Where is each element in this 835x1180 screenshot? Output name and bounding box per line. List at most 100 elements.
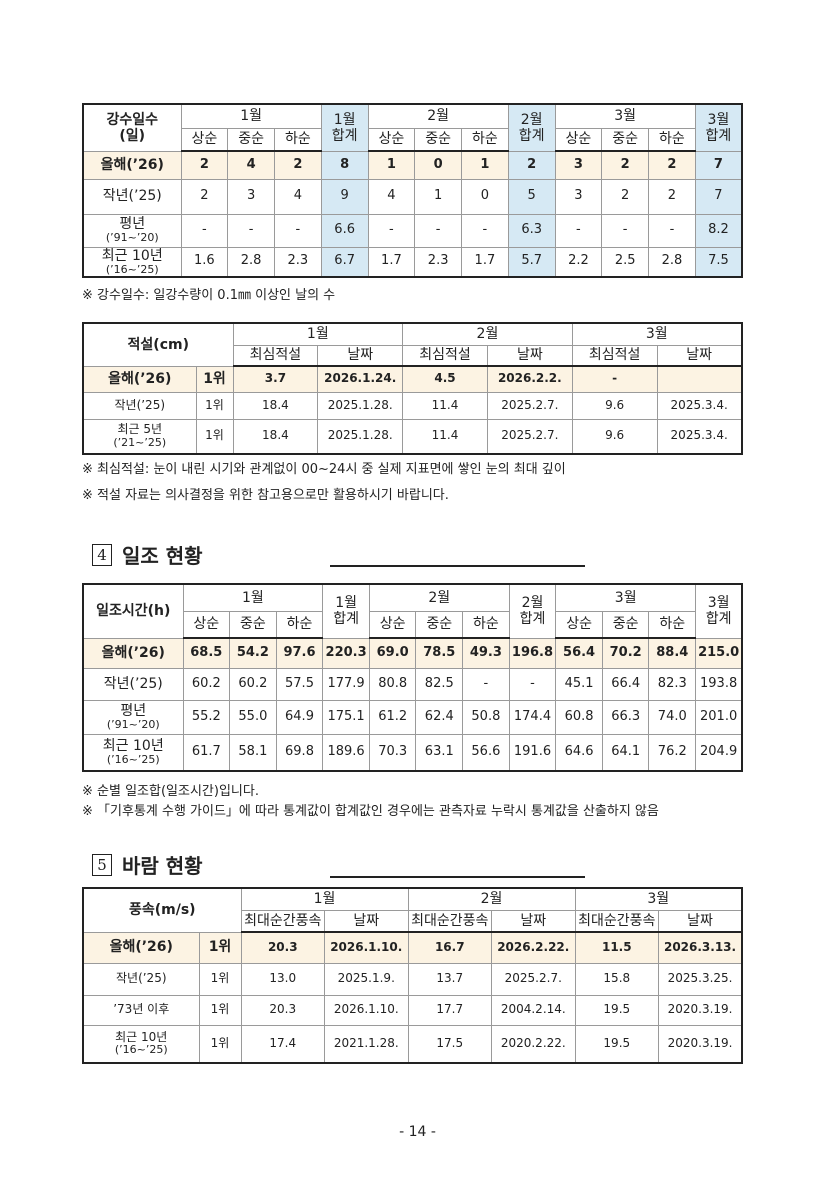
data-table: 강수일수 (일) 1월 1월 합계 2월 2월 합계 3월 3월 합계 상순 중순 하순 상순 중순 하… — [82, 103, 744, 279]
row-label-name: 평년 — [120, 702, 147, 719]
row-label: 작년(’25) — [82, 962, 200, 996]
value-cell: 3 — [554, 178, 603, 215]
data-row: 작년(’25) 1위 13.0 2025.1.9. 13.7 2025.2.7. 15.8 2… — [82, 962, 743, 996]
month-header: 3월 — [574, 887, 743, 911]
corner-header: 일조시간(h) — [82, 583, 184, 639]
value-cell: 3.7 — [232, 365, 319, 393]
period-header: 하순 — [648, 127, 696, 152]
row-label-name: 작년(’25) — [102, 188, 162, 205]
value-cell: 82.5 — [415, 667, 464, 701]
row-label-name: 작년(’25) — [115, 971, 167, 986]
section-title: 바람 현황 — [122, 854, 203, 878]
sub-header: 날짜 — [324, 909, 409, 933]
data-row: 최근 5년 (’21~’25) 1위 18.4 2025.1.28. 11.4 2025.2… — [82, 418, 743, 455]
value-cell: 2 — [601, 178, 650, 215]
period-header: 상순 — [180, 127, 229, 152]
value-cell: 68.5 — [182, 637, 231, 669]
total-cell: 215.0 — [695, 637, 743, 669]
period-header: 중순 — [415, 610, 464, 639]
value-cell: 2.3 — [414, 246, 463, 278]
value-cell: 2025.3.25. — [658, 962, 743, 996]
rank: 1위 — [195, 391, 234, 420]
row-label: 작년(’25) — [82, 391, 197, 420]
rank: 1위 — [195, 418, 234, 455]
value-cell: 55.2 — [182, 699, 231, 735]
empty-cell — [656, 365, 743, 393]
value-cell: 64.9 — [275, 699, 324, 735]
period-header: 상순 — [367, 127, 416, 152]
section-heading: 4 일조 현황 — [92, 540, 203, 569]
section-heading: 5 바람 현황 — [92, 850, 203, 879]
value-cell: 13.7 — [407, 962, 493, 996]
value-cell: 9.6 — [571, 418, 658, 455]
table-head: 풍속(m/s) 1월 2월 3월 최대순간풍속 날짜 최대순간풍속 날짜 최대순간풍속 날짜 — [82, 887, 743, 933]
month-header: 2월 — [407, 887, 576, 911]
value-cell: 2025.3.4. — [656, 391, 743, 420]
value-cell: 19.5 — [574, 994, 660, 1026]
table-head: 일조시간(h) 1월 1월 합계 2월 2월 합계 3월 3월 합계 상순 중순 하순 상순 중순 하순… — [82, 583, 743, 639]
value-cell: 1.6 — [180, 246, 229, 278]
period-header: 하순 — [461, 127, 509, 152]
value-cell: 3 — [554, 150, 603, 180]
sub-header: 최대순간풍속 — [407, 909, 493, 933]
month-header: 3월 — [555, 583, 697, 612]
period-header: 하순 — [648, 610, 697, 639]
row-label-name: 작년(’25) — [103, 675, 163, 692]
value-cell: - — [571, 365, 658, 393]
total-cell: 6.7 — [320, 246, 369, 278]
value-cell: 4 — [274, 178, 322, 215]
data-table: 일조시간(h) 1월 1월 합계 2월 2월 합계 3월 3월 합계 상순 중순 하순 상순 중순 하순… — [82, 583, 744, 772]
row-label-name: 올해(’26) — [109, 939, 173, 956]
value-cell: 62.4 — [415, 699, 464, 735]
period-header: 중순 — [227, 127, 275, 152]
value-cell: - — [601, 213, 650, 248]
rank: 1위 — [198, 1024, 242, 1064]
value-cell: 1.7 — [461, 246, 509, 278]
row-label: 작년(’25) — [82, 667, 184, 701]
value-cell: 70.3 — [368, 733, 417, 772]
total-cell: 175.1 — [322, 699, 370, 735]
header-row: 최대순간풍속 날짜 최대순간풍속 날짜 최대순간풍속 날짜 — [83, 909, 743, 933]
value-cell: 2.8 — [227, 246, 275, 278]
row-label-period: (’16~’25) — [106, 752, 160, 766]
value-cell: 50.8 — [462, 699, 510, 735]
note: ※ 강수일수: 일강수량이 0.1㎜ 이상인 날의 수 — [82, 288, 336, 303]
row-label: 올해(’26) — [82, 150, 182, 180]
value-cell: - — [180, 213, 229, 248]
value-cell: 2026.1.10. — [324, 994, 409, 1026]
value-cell: 15.8 — [574, 962, 660, 996]
value-cell: 2025.1.28. — [317, 391, 404, 420]
value-cell: 2.2 — [554, 246, 603, 278]
value-cell: 63.1 — [415, 733, 464, 772]
total-cell: 6.3 — [507, 213, 556, 248]
corner-header: 적설(cm) — [82, 322, 234, 367]
page-number: - 14 - — [399, 1124, 436, 1140]
value-cell: 57.5 — [275, 667, 324, 701]
table-body: 올해(’26) 2 4 2 8 1 0 1 2 3 2 2 7 작년(’25) 2 3 4 9 4 1 0 5 3 2 2 7 평년… — [82, 150, 743, 278]
total-cell: 6.6 — [320, 213, 369, 248]
section-title: 일조 현황 — [122, 544, 203, 568]
header-row: 일조시간(h) 1월 1월 합계 2월 2월 합계 3월 3월 합계 — [82, 583, 743, 639]
value-cell: 3 — [227, 178, 275, 215]
value-cell: 2 — [601, 150, 650, 180]
header-row: 풍속(m/s) 1월 2월 3월 — [82, 887, 743, 933]
period-header: 하순 — [462, 610, 510, 639]
total-header: 1월 합계 — [320, 103, 369, 152]
value-cell: 60.8 — [555, 699, 603, 735]
month-header: 1월 — [240, 887, 409, 911]
value-cell: 66.3 — [601, 699, 650, 735]
value-cell: 1 — [461, 150, 509, 180]
total-cell: 8.2 — [694, 213, 743, 248]
value-cell: 64.6 — [555, 733, 603, 772]
value-cell: 13.0 — [240, 962, 325, 996]
period-header: 상순 — [182, 610, 231, 639]
value-cell: 19.5 — [574, 1024, 660, 1064]
total-cell: 193.8 — [695, 667, 743, 701]
value-cell: 2 — [648, 150, 696, 180]
table-head: 적설(cm) 1월 2월 3월 최심적설 날짜 최심적설 날짜 최심적설 날짜 — [82, 322, 743, 367]
row-label: 최근 10년 (’16~’25) — [82, 246, 182, 278]
total-cell: - — [508, 667, 557, 701]
value-cell: 0 — [414, 150, 463, 180]
header-row: 상순 중순 하순 상순 중순 하순 상순 중순 하순 — [83, 127, 742, 152]
sub-header: 날짜 — [656, 344, 743, 367]
